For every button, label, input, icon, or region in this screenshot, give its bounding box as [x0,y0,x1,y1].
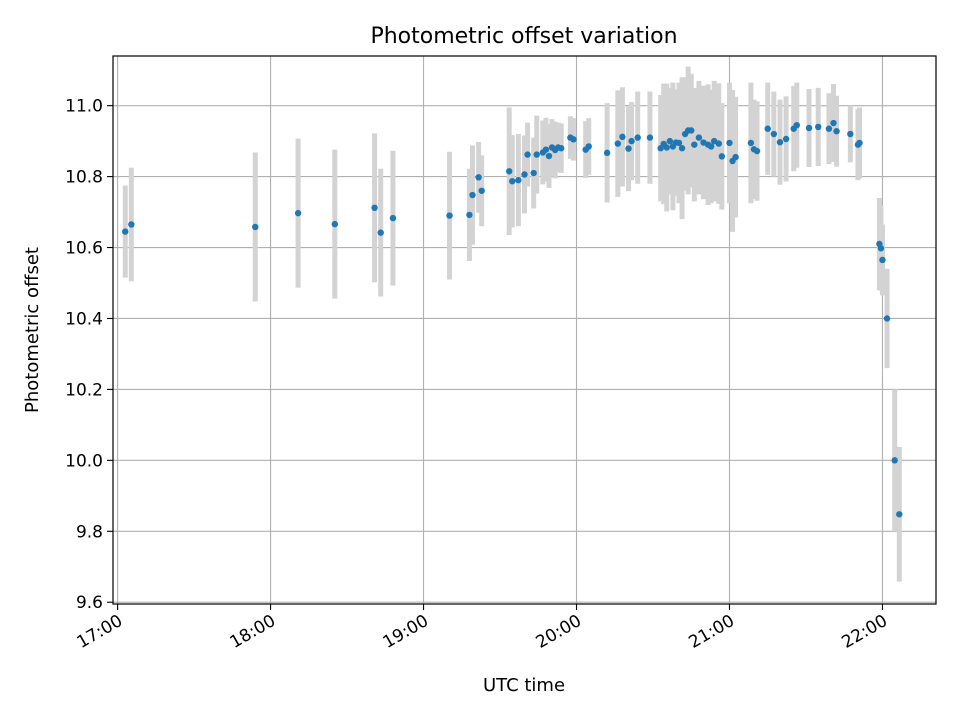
data-point [530,169,537,177]
data-point [478,187,485,194]
data-point [753,147,761,155]
data-point [614,140,622,147]
data-point [122,228,129,235]
y-tick-label: 10.6 [65,239,103,259]
data-point [715,140,722,147]
x-tick-label: 18:00 [227,611,279,653]
x-axis-ticks: 17:00 18:00 19:00 20:00 21:00 22:00 [74,604,891,653]
data-point [896,511,903,518]
plot-frame [112,55,937,605]
data-point [619,133,626,141]
data-point [521,171,528,178]
data-point [691,141,698,148]
data-point [770,130,778,138]
data-point [331,220,339,228]
data-point [128,221,135,228]
y-tick-label: 10.0 [65,451,103,471]
data-point [533,151,540,158]
data-point [718,153,726,160]
data-point [707,143,715,150]
data-point [726,139,733,147]
data-point [506,168,513,175]
data-point [815,123,822,131]
y-tick-label: 11.0 [65,97,103,117]
data-point [475,174,482,181]
data-point [879,256,886,264]
data-point [524,151,531,158]
data-points [122,119,903,518]
data-point [833,127,840,135]
data-point [666,137,674,145]
data-point [830,119,837,127]
error-bars [122,66,902,582]
data-point [469,191,476,199]
x-tick-label: 19:00 [380,611,432,653]
data-point [663,144,670,151]
data-point [509,178,516,185]
x-tick-label: 17:00 [74,611,126,653]
y-tick-label: 9.6 [76,593,103,613]
data-point [877,245,885,252]
data-point [747,139,755,147]
x-tick-label: 20:00 [533,611,585,653]
data-point [294,209,302,217]
y-tick-label: 9.8 [76,522,103,542]
chart-title: Photometric offset variation [370,24,677,49]
data-point [732,153,739,161]
data-point [446,212,453,219]
data-point [628,137,635,145]
data-point [252,223,259,231]
data-point [646,134,654,141]
y-tick-label: 10.8 [65,168,103,188]
data-point [695,134,703,141]
y-tick-label: 10.4 [65,309,103,329]
data-point [678,145,686,152]
data-point [805,124,813,132]
data-point [603,149,611,157]
data-point [782,135,790,143]
data-point [776,138,784,146]
data-point [625,145,632,152]
data-point [675,139,683,147]
data-point [764,125,771,132]
data-point [570,136,577,143]
data-point [585,143,592,150]
data-point [847,130,854,138]
data-point [793,121,800,129]
data-point [389,214,397,222]
data-point [891,457,898,464]
data-point [856,139,863,147]
data-point [825,125,833,132]
y-axis-label: Photometric offset [22,247,43,413]
data-point [371,204,378,212]
x-axis-label: UTC time [483,675,565,696]
data-point [377,229,384,236]
x-tick-label: 22:00 [839,611,891,653]
data-point [688,127,695,134]
y-axis-ticks: 9.6 9.8 10.0 10.2 10.4 10.6 10.8 11.0 [65,97,113,613]
y-tick-label: 10.2 [65,380,103,400]
data-point [883,315,891,322]
data-point [466,211,473,219]
data-point [545,152,553,160]
data-point [515,176,522,184]
data-point [558,145,565,152]
x-tick-label: 21:00 [686,611,738,653]
data-point [542,146,550,153]
data-point [634,134,641,141]
